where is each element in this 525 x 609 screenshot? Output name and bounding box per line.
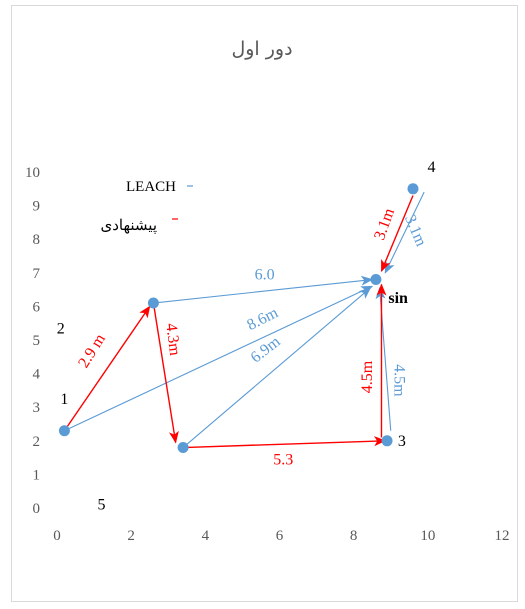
sink-label: sin	[388, 290, 408, 307]
node-point	[147, 297, 159, 309]
node-label: 3	[398, 433, 406, 450]
edge-distance-label: 4.5m	[359, 360, 376, 393]
node-label: 1	[60, 391, 68, 408]
y-tick-label: 0	[33, 501, 41, 517]
y-tick-label: 2	[33, 434, 41, 450]
edge-arrow-proposed	[380, 195, 414, 273]
edge-distance-label: 4.5m	[390, 364, 407, 397]
x-tick-label: 2	[127, 528, 135, 544]
y-tick-label: 8	[33, 232, 41, 248]
x-tick-label: 10	[420, 528, 435, 544]
edge-distance-label: 2.9 m	[75, 331, 109, 371]
node-point	[58, 425, 70, 437]
y-tick-label: 3	[33, 400, 41, 416]
edge-arrow-leach	[153, 275, 374, 304]
edge-distance-label: 6.9m	[248, 333, 284, 367]
x-tick-label: 0	[53, 528, 61, 544]
y-tick-label: 5	[33, 333, 41, 349]
node-label: 4	[428, 159, 436, 176]
y-tick-label: 1	[33, 467, 41, 483]
edge-distance-label: 4.3m	[162, 322, 183, 357]
x-tick-label: 8	[350, 528, 358, 544]
edge-arrow-proposed	[152, 302, 179, 444]
chart-title: دور اول	[231, 38, 292, 60]
chart-area	[11, 5, 518, 602]
node-point	[177, 442, 189, 454]
node-point	[370, 274, 382, 286]
node-point	[381, 435, 393, 447]
legend-label-proposed: پیشنهادی	[100, 218, 157, 234]
node-label: 5	[98, 497, 106, 514]
edge-arrow-proposed	[183, 436, 387, 449]
y-tick-label: 7	[33, 266, 41, 282]
edge-arrow-leach	[64, 285, 374, 432]
node-label: 2	[57, 320, 65, 337]
edge-distance-label: 3.1m	[371, 206, 398, 243]
legend-label-leach: LEACH	[126, 179, 176, 195]
x-tick-label: 6	[276, 528, 284, 544]
edge-distance-label: 5.3	[273, 451, 293, 468]
y-tick-label: 6	[33, 299, 41, 315]
y-tick-label: 4	[33, 367, 41, 383]
node-point	[407, 183, 419, 195]
y-tick-label: 10	[25, 165, 40, 181]
y-tick-label: 9	[33, 199, 41, 215]
x-tick-label: 12	[495, 528, 510, 544]
edge-arrow-leach	[384, 191, 425, 274]
edge-arrow-proposed	[63, 305, 151, 432]
x-tick-label: 4	[202, 528, 210, 544]
edge-distance-label: 8.6m	[244, 304, 281, 334]
edge-arrow-leach	[182, 287, 372, 448]
edge-distance-label: 6.0	[255, 267, 275, 284]
